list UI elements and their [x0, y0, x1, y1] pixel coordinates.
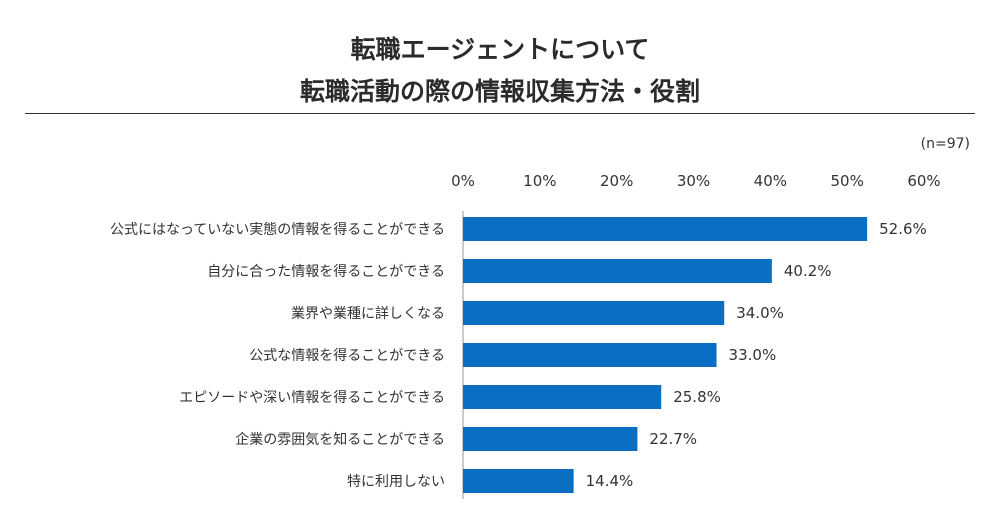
- x-tick-label: 30%: [677, 172, 710, 190]
- chart-title-line1: 転職エージェントについて: [350, 35, 650, 64]
- bar: [463, 343, 717, 367]
- sample-size-label: (n=97): [920, 136, 970, 152]
- category-label: 特に利用しない: [347, 474, 445, 490]
- data-label: 14.4%: [586, 472, 634, 490]
- title-divider: [25, 113, 975, 114]
- category-label: エピソードや深い情報を得ることができる: [179, 389, 445, 406]
- bar: [463, 301, 725, 325]
- x-tick-label: 20%: [600, 172, 633, 190]
- x-tick-label: 10%: [523, 172, 556, 190]
- data-label: 33.0%: [729, 346, 777, 364]
- bar: [463, 469, 574, 493]
- x-tick-label: 0%: [451, 172, 475, 190]
- x-tick-label: 50%: [830, 172, 863, 190]
- bar: [463, 259, 772, 283]
- x-tick-label: 40%: [754, 172, 787, 190]
- category-label: 企業の雰囲気を知ることができる: [235, 431, 445, 448]
- data-label: 25.8%: [673, 388, 721, 406]
- data-label: 34.0%: [736, 304, 784, 322]
- category-label: 公式な情報を得ることができる: [249, 347, 445, 364]
- bar: [463, 427, 638, 451]
- data-label: 40.2%: [784, 262, 832, 280]
- x-tick-label: 60%: [907, 172, 940, 190]
- category-label: 業界や業種に詳しくなる: [291, 306, 445, 322]
- category-label: 自分に合った情報を得ることができる: [207, 263, 445, 280]
- data-label: 52.6%: [879, 220, 927, 238]
- chart-title-line2: 転職活動の際の情報収集方法・役割: [299, 77, 700, 106]
- bar: [463, 385, 662, 409]
- data-label: 22.7%: [649, 430, 697, 448]
- category-label: 公式にはなっていない実態の情報を得ることができる: [110, 221, 445, 238]
- bar: [463, 217, 868, 241]
